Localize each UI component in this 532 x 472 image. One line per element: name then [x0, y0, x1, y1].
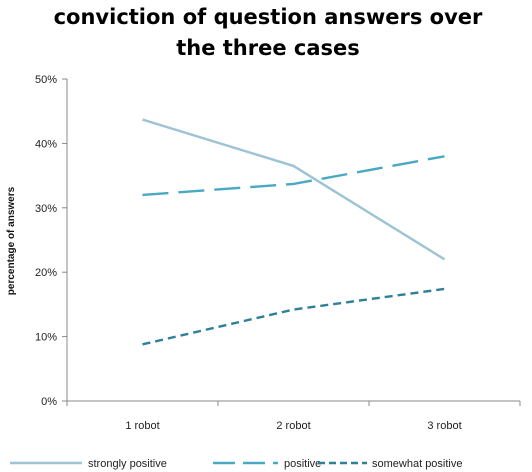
y-tick-label: 0% — [41, 396, 57, 408]
y-tick-label: 40% — [35, 138, 57, 150]
chart-title-line-2: the three cases — [176, 36, 360, 60]
x-tick-label: 1 robot — [125, 420, 159, 432]
axes — [62, 78, 521, 406]
legend-label: strongly positive — [88, 458, 167, 470]
y-tick-label: 50% — [35, 74, 57, 86]
y-tick-labels: 0% 10% 20% 30% 40% 50% — [35, 74, 57, 408]
series-line-somewhat-positive — [142, 287, 445, 346]
series-line-strongly-positive — [142, 118, 446, 261]
y-tick-label: 20% — [35, 267, 57, 279]
y-tick-label: 10% — [35, 332, 57, 344]
legend: strongly positive positive somewhat positi… — [10, 458, 463, 470]
series-line-positive — [142, 155, 445, 197]
y-axis-label: percentage of answers — [6, 186, 17, 295]
legend-label: somewhat positive — [372, 458, 463, 470]
chart-title-line-1: conviction of question answers over — [54, 5, 483, 29]
series-lines — [142, 118, 446, 346]
x-tick-labels: 1 robot 2 robot 3 robot — [125, 420, 461, 432]
y-tick-label: 30% — [35, 203, 57, 215]
legend-label: positive — [284, 458, 321, 470]
x-tick-label: 2 robot — [276, 420, 310, 432]
x-tick-label: 3 robot — [427, 420, 461, 432]
